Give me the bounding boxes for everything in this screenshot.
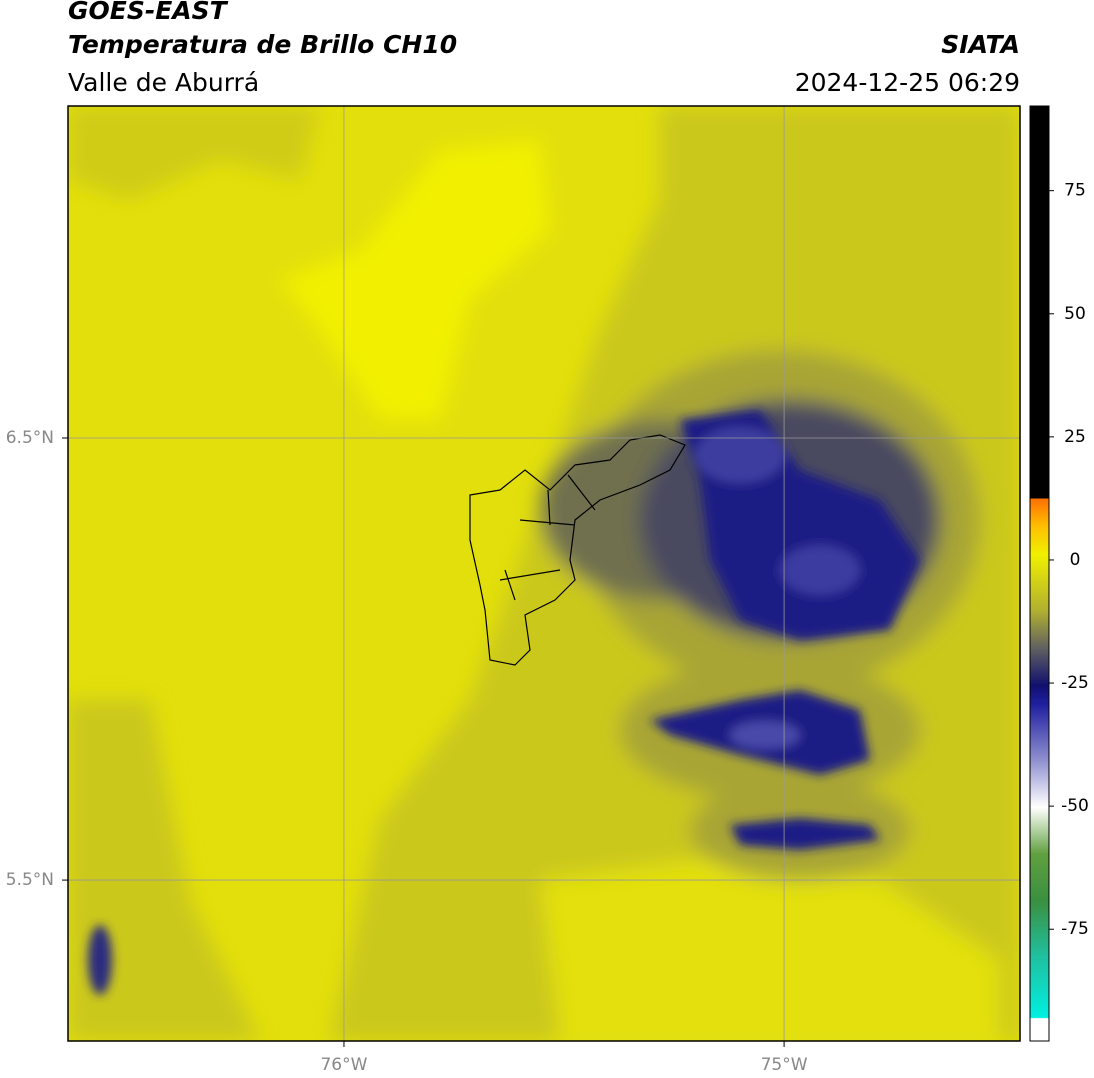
region: Valle de Aburrá — [68, 68, 259, 97]
colorbar — [1029, 105, 1050, 1042]
y-tick-label: 5.5°N — [6, 870, 54, 890]
colorbar-tick-label: 25 — [1064, 427, 1086, 447]
colorbar-tick-label: -25 — [1061, 673, 1089, 693]
y-tick-label: 6.5°N — [6, 428, 54, 448]
subtitle: Temperatura de Brillo CH10 — [68, 30, 457, 59]
municipal-boundaries — [469, 434, 686, 666]
title: GOES-EAST — [68, 0, 229, 25]
source: SIATA — [941, 30, 1020, 59]
map-frame — [67, 105, 1021, 1042]
timestamp: 2024-12-25 06:29 — [795, 68, 1020, 97]
colorbar-tick-label: 75 — [1064, 181, 1086, 201]
colorbar-tick-label: 50 — [1064, 304, 1086, 324]
graticule — [68, 106, 1020, 1041]
x-tick-label: 76°W — [320, 1055, 367, 1075]
colorbar-tick-label: 0 — [1070, 550, 1081, 570]
x-tick-label: 75°W — [761, 1055, 808, 1075]
satellite-image — [68, 106, 1020, 1041]
colorbar-tick-label: -75 — [1061, 919, 1089, 939]
colorbar-tick-label: -50 — [1061, 796, 1089, 816]
